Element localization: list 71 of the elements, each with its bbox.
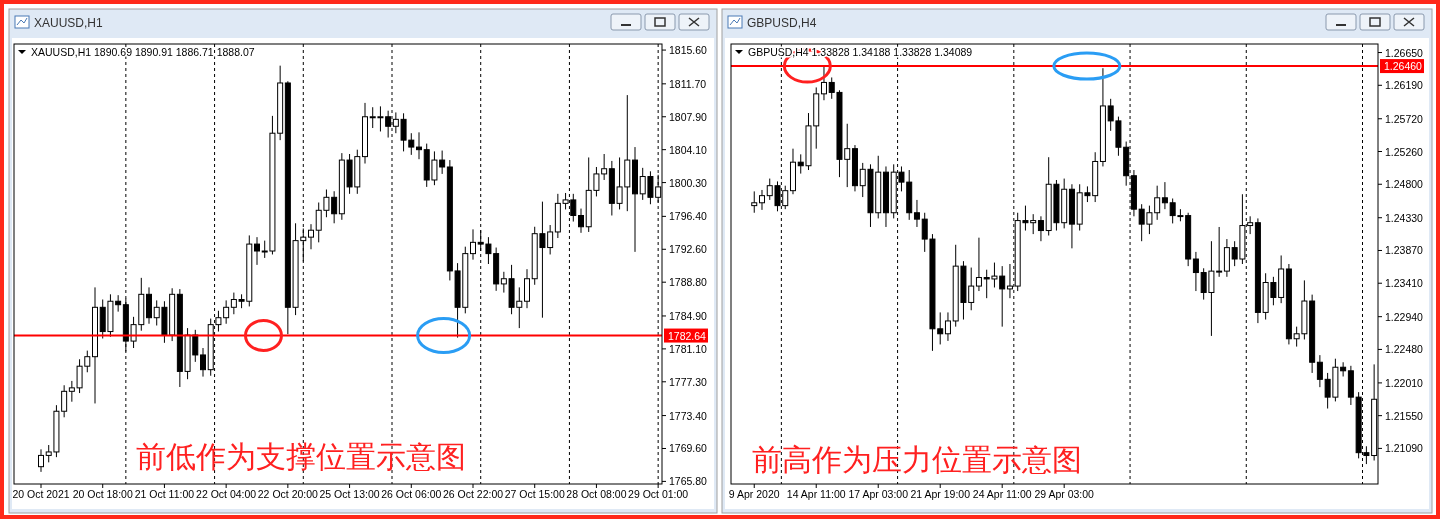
ref-line-label: 1.26460 <box>1384 60 1423 73</box>
chart-title: GBPUSD,H4 <box>747 16 817 30</box>
y-tick-label: 1769.60 <box>669 442 708 455</box>
y-tick-label: 1788.80 <box>669 276 708 289</box>
y-tick-label: 1796.40 <box>669 210 708 223</box>
y-tick-label: 1.24330 <box>1385 211 1424 224</box>
x-tick-label: 22 Oct 04:00 <box>196 488 257 500</box>
annotation: 前低作为支撑位置示意图 <box>136 439 466 474</box>
y-tick-label: 1.22940 <box>1385 310 1424 323</box>
y-tick-label: 1811.70 <box>669 77 707 90</box>
candlestick <box>913 199 920 228</box>
x-tick-label: 24 Apr 11:00 <box>972 488 1032 500</box>
candlestick <box>758 189 765 211</box>
ref-line-label: 1782.64 <box>668 329 707 342</box>
y-tick-label: 1.21550 <box>1385 409 1424 422</box>
candlestick <box>254 236 260 266</box>
candlestick <box>820 64 827 101</box>
y-tick-label: 1784.90 <box>669 309 708 322</box>
x-tick-label: 17 Apr 03:00 <box>848 488 909 500</box>
candlestick <box>1223 238 1230 278</box>
y-tick-label: 1800.30 <box>669 176 708 189</box>
candlestick <box>1161 181 1168 210</box>
x-tick-label: 27 Oct 15:00 <box>504 488 565 500</box>
y-tick-label: 1777.30 <box>669 375 708 388</box>
y-tick-label: 1.22010 <box>1385 376 1424 389</box>
x-tick-label: 25 Oct 13:00 <box>319 488 380 500</box>
y-tick-label: 1.22480 <box>1385 343 1424 356</box>
candlestick <box>146 286 152 325</box>
candlestick <box>1192 251 1199 292</box>
candlestick <box>1006 263 1013 299</box>
x-tick-label: 29 Oct 01:00 <box>628 488 689 500</box>
candlestick <box>751 190 758 214</box>
y-tick-label: 1815.60 <box>669 44 708 57</box>
chart-subtitle: XAUUSD,H1 1890.69 1890.91 1886.71 1888.07 <box>31 46 255 58</box>
candlestick <box>524 268 530 309</box>
x-tick-label: 28 Oct 08:00 <box>566 488 627 500</box>
y-tick-label: 1.23870 <box>1385 244 1424 257</box>
x-tick-label: 26 Oct 06:00 <box>381 488 442 500</box>
x-tick-label: 21 Oct 11:00 <box>134 488 195 500</box>
y-tick-label: 1.26190 <box>1385 79 1424 92</box>
x-tick-label: 20 Oct 2021 <box>12 488 70 500</box>
y-tick-label: 1.25720 <box>1385 112 1424 125</box>
candlestick <box>1037 215 1044 242</box>
candlestick <box>578 208 584 234</box>
candlestick <box>308 223 314 250</box>
y-tick-label: 1773.40 <box>669 409 708 422</box>
chart-title: XAUUSD,H1 <box>34 16 104 30</box>
y-tick-label: 1792.60 <box>669 243 708 256</box>
candlestick <box>200 347 206 378</box>
y-tick-label: 1.21090 <box>1385 442 1424 455</box>
y-tick-label: 1.24800 <box>1385 178 1424 191</box>
x-tick-label: 26 Oct 22:00 <box>442 488 504 500</box>
candlestick <box>416 131 422 160</box>
candlestick <box>38 448 44 473</box>
y-tick-label: 1.23410 <box>1385 277 1424 290</box>
x-tick-label: 14 Apr 11:00 <box>786 488 846 500</box>
x-tick-label: 21 Apr 19:00 <box>910 488 971 500</box>
y-tick-label: 1765.80 <box>669 475 708 488</box>
candlestick <box>944 311 951 342</box>
annotation: 前高作为压力位置示意图 <box>752 442 1082 477</box>
candlestick <box>975 237 982 292</box>
y-tick-label: 1807.90 <box>669 110 708 123</box>
x-tick-label: 22 Oct 20:00 <box>257 488 319 500</box>
y-tick-label: 1804.10 <box>669 143 708 156</box>
x-tick-label: 9 Apr 2020 <box>728 488 780 500</box>
y-tick-label: 1.25260 <box>1385 145 1424 158</box>
candlestick <box>470 228 476 261</box>
x-tick-label: 20 Oct 18:00 <box>72 488 133 500</box>
y-tick-label: 1.26650 <box>1385 46 1424 59</box>
x-tick-label: 29 Apr 03:00 <box>1034 488 1095 500</box>
y-tick-label: 1781.10 <box>669 342 708 355</box>
